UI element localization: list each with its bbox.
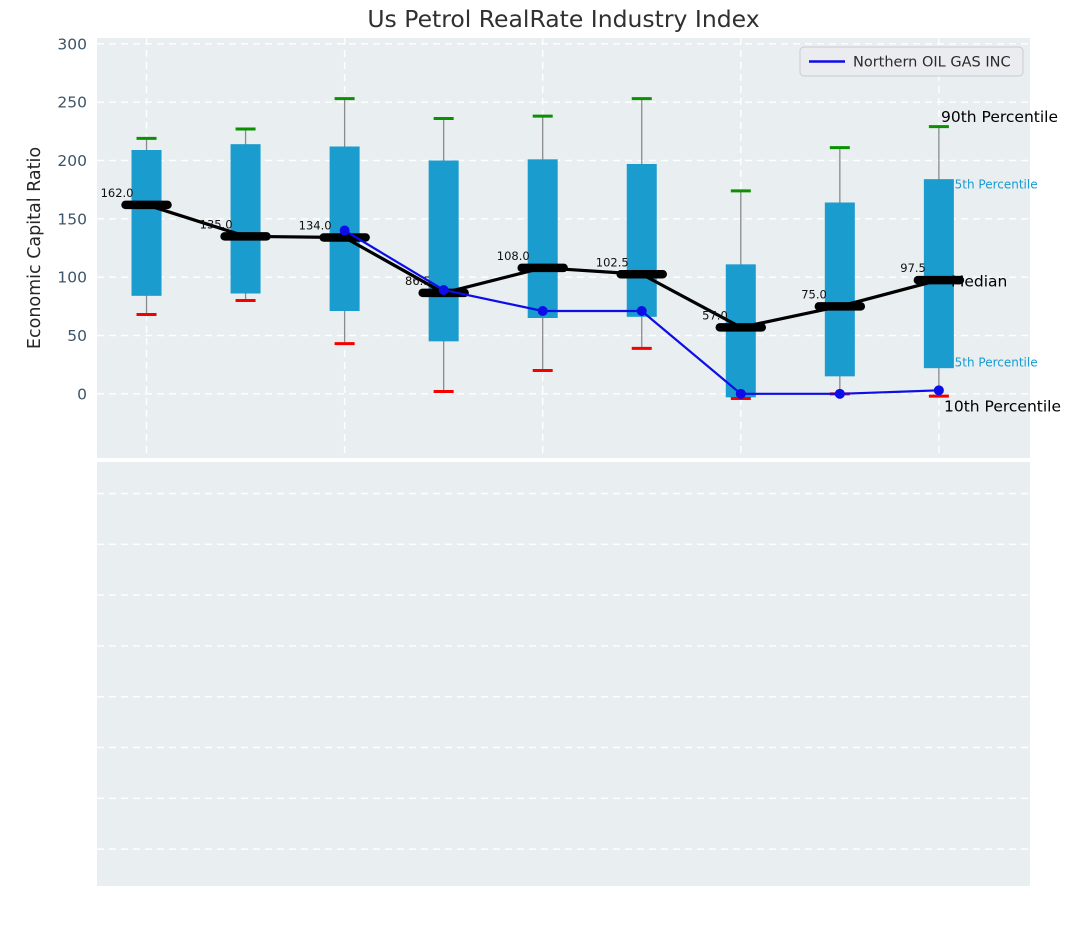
median-value-label-2014: 108.0 bbox=[497, 249, 530, 263]
top-y-tick-label: 50 bbox=[67, 327, 87, 345]
median-value-label-2011: 135.0 bbox=[200, 217, 233, 231]
median-value-label-2018: 97.5 bbox=[900, 261, 926, 275]
bottom-plot-area bbox=[97, 462, 1030, 886]
company-point-2017 bbox=[834, 388, 845, 399]
box-2013 bbox=[428, 160, 459, 342]
top-y-tick-label: 0 bbox=[77, 385, 87, 403]
box-2018 bbox=[923, 179, 954, 369]
top-y-tick-label: 200 bbox=[57, 152, 87, 170]
top-y-tick-label: 250 bbox=[57, 94, 87, 112]
annotation-10th-percentile: 10th Percentile bbox=[944, 398, 1061, 416]
company-point-2018 bbox=[933, 385, 944, 396]
annotation-90th-percentile: 90th Percentile bbox=[941, 108, 1058, 126]
top-y-tick-label: 100 bbox=[57, 269, 87, 287]
median-value-label-2012: 134.0 bbox=[299, 219, 332, 233]
median-value-label-2015: 102.5 bbox=[596, 255, 629, 269]
chart-title: Us Petrol RealRate Industry Index bbox=[367, 5, 760, 33]
median-value-label-2016: 57.0 bbox=[702, 308, 728, 322]
company-point-2014 bbox=[537, 306, 548, 316]
box-2010 bbox=[131, 150, 162, 296]
top-y-tick-label: 300 bbox=[57, 35, 87, 53]
top-y-tick-label: 150 bbox=[57, 210, 87, 228]
median-value-label-2017: 75.0 bbox=[801, 287, 827, 301]
company-point-2013 bbox=[438, 285, 449, 295]
company-point-2016 bbox=[735, 388, 746, 399]
box-2015 bbox=[626, 164, 657, 317]
ylabel-top: Economic Capital Ratio bbox=[25, 147, 45, 349]
annotation-median: Median bbox=[951, 273, 1007, 291]
median-value-label-2010: 162.0 bbox=[101, 186, 134, 200]
company-point-2015 bbox=[636, 306, 647, 316]
box-2014 bbox=[527, 159, 558, 318]
company-point-2012 bbox=[339, 225, 350, 236]
annotation-75th-percentile: 75th Percentile bbox=[947, 178, 1038, 192]
box-2011 bbox=[230, 144, 261, 294]
annotation-25th-percentile: 25th Percentile bbox=[947, 356, 1038, 370]
legend-box bbox=[799, 46, 1024, 77]
box-2017 bbox=[824, 202, 855, 377]
legend-label: Northern OIL GAS INC bbox=[853, 55, 1011, 71]
